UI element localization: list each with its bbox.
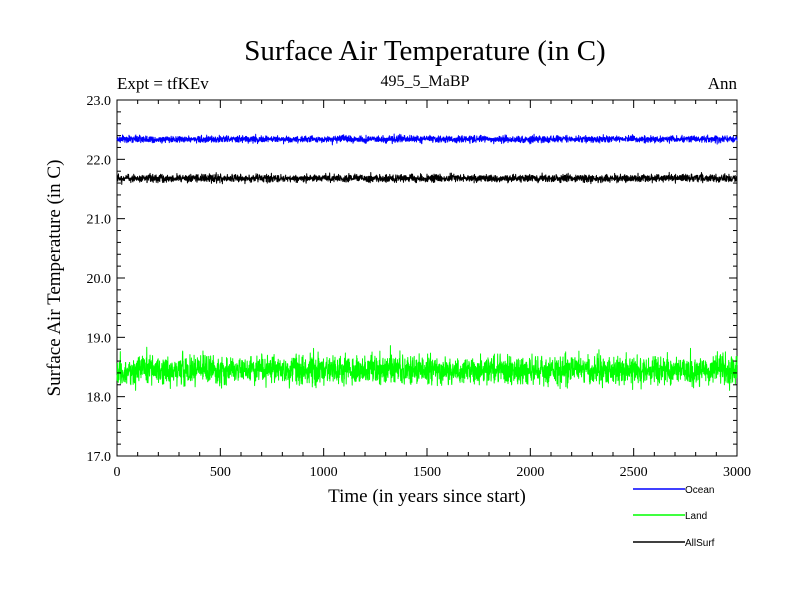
x-tick-label: 500 (210, 465, 231, 480)
chart-subtitle: 495_5_MaBP (381, 73, 470, 90)
x-tick-label: 1000 (310, 465, 338, 480)
y-tick-label: 22.0 (87, 153, 112, 168)
series-line-land (116, 345, 738, 391)
y-tick-label: 21.0 (87, 213, 112, 228)
x-tick-label: 2500 (620, 465, 648, 480)
chart-title: Surface Air Temperature (in C) (244, 35, 605, 67)
legend-label-ocean: Ocean (685, 485, 714, 496)
y-axis-label: Surface Air Temperature (in C) (44, 160, 65, 397)
y-tick-label: 20.0 (87, 272, 112, 287)
plot-area (116, 99, 738, 457)
x-tick-label: 1500 (413, 465, 441, 480)
legend-label-allsurf: AllSurf (685, 538, 715, 549)
y-tick-label: 19.0 (87, 331, 112, 346)
legend-label-land: Land (685, 511, 707, 522)
y-tick-label: 18.0 (87, 391, 112, 406)
y-axis: 17.0 18.0 19.0 20.0 21.0 22.0 23.0 (87, 94, 737, 465)
series-line-ocean (116, 133, 738, 146)
series-line-allsurf (116, 171, 738, 185)
season-label: Ann (708, 74, 738, 93)
x-tick-label: 2000 (516, 465, 544, 480)
legend: Ocean Land AllSurf (633, 485, 715, 549)
series-layer (116, 133, 738, 391)
y-tick-label: 17.0 (87, 450, 112, 465)
y-tick-label: 23.0 (87, 94, 112, 109)
experiment-label: Expt = tfKEv (117, 74, 209, 93)
x-tick-label: 3000 (723, 465, 751, 480)
x-tick-label: 0 (114, 465, 121, 480)
x-axis: 0 500 1000 1500 2000 2500 3000 (114, 100, 751, 480)
x-axis-label: Time (in years since start) (328, 486, 526, 507)
